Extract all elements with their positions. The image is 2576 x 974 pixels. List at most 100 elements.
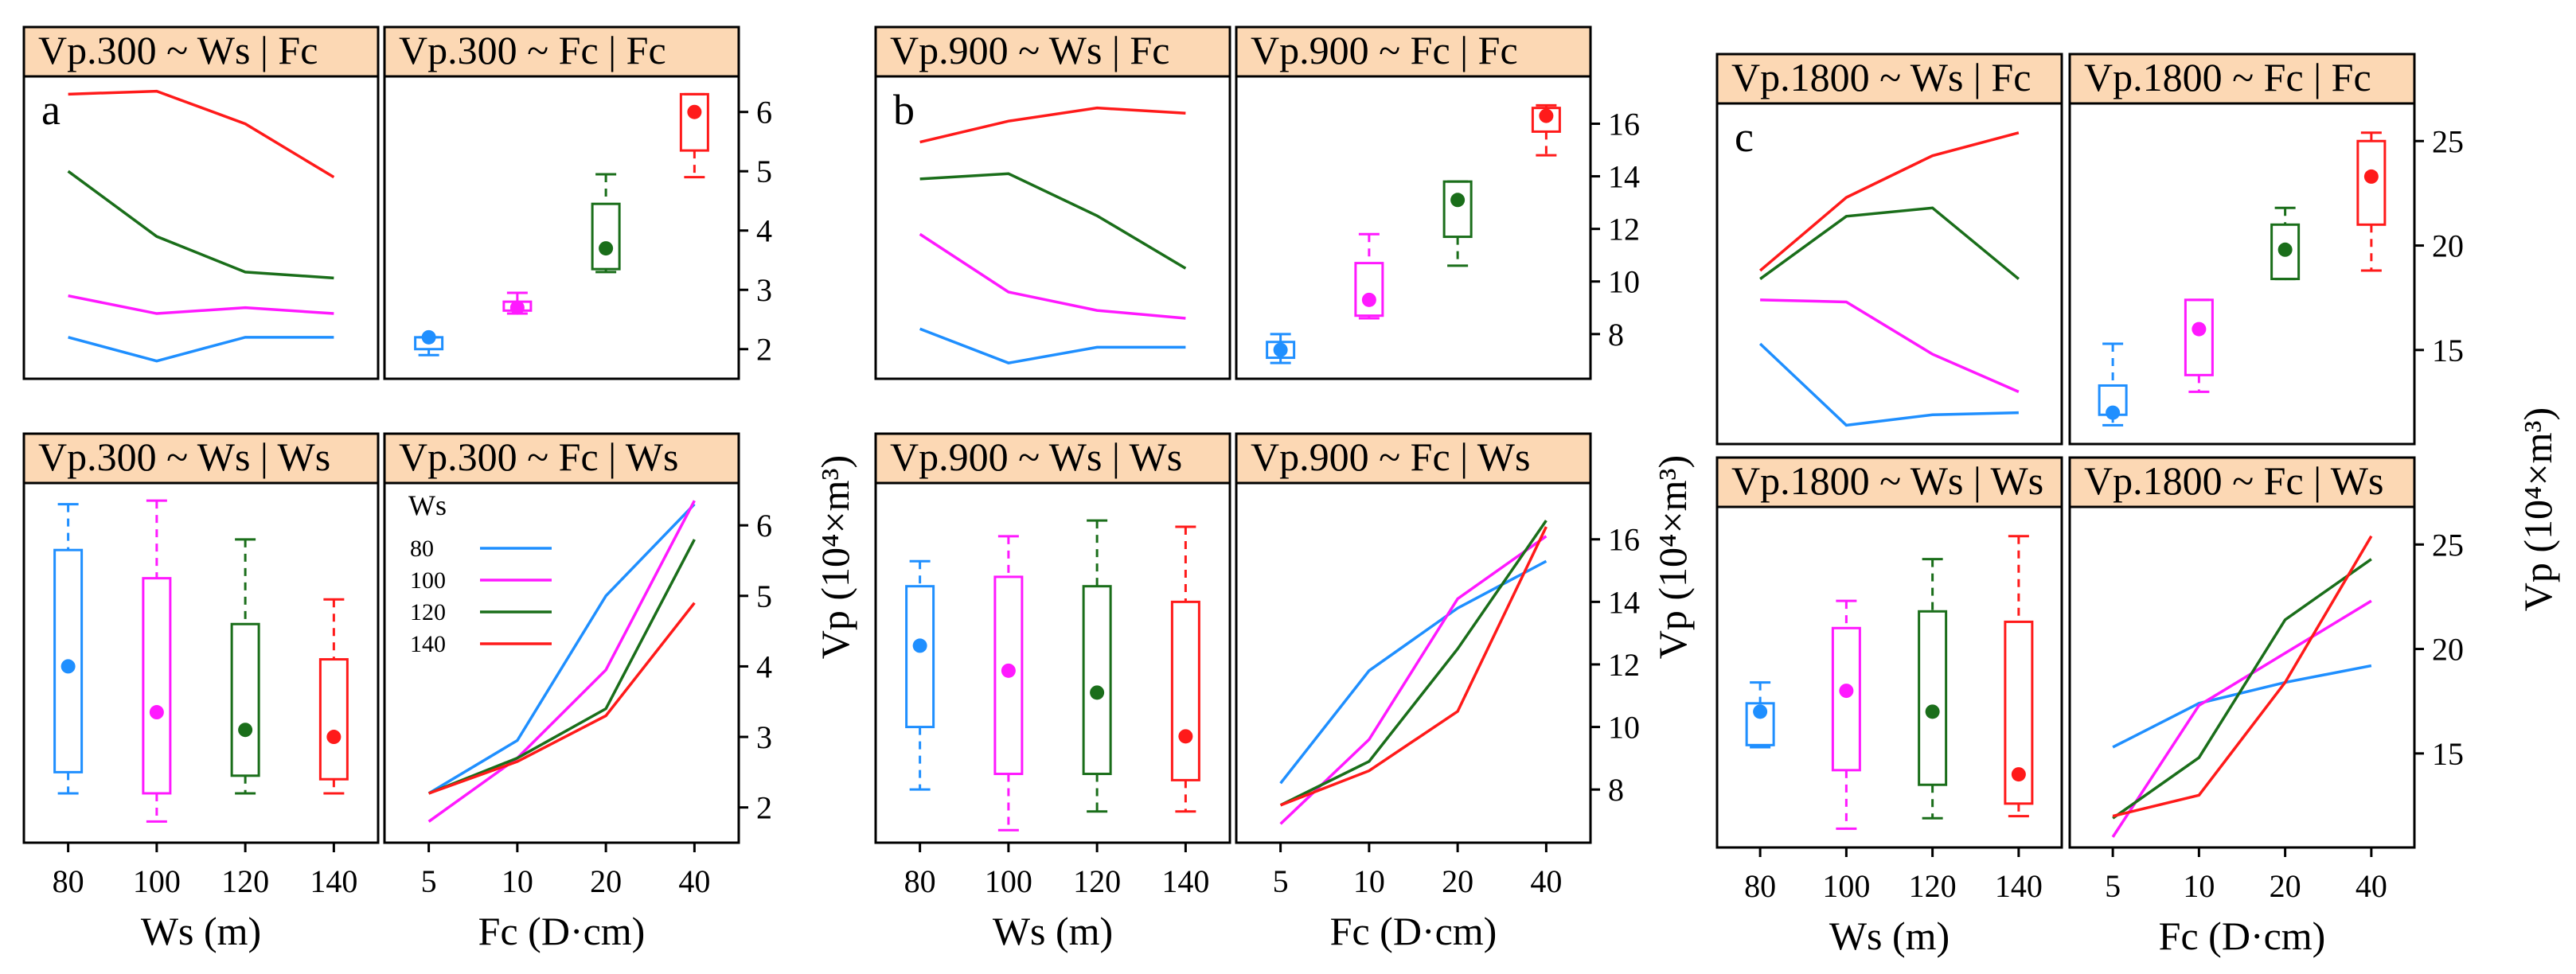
panel-7: Vp.900 ~ Ws | Ws 80 100 120 140 Ws (m) Vp (10⁴… — [813, 432, 1231, 953]
legend-label: 80 — [410, 536, 434, 562]
mean-dot — [2011, 767, 2026, 782]
iqr-box — [318, 658, 349, 781]
series-line-20 — [1759, 206, 2020, 280]
x-tick-label: 100 — [1822, 868, 1870, 904]
panel-4: Vp.300 ~ Fc | Ws Ws 80 100 120 140 2 3 4 5 6 5 10 20 4… — [383, 432, 772, 953]
series-line-40 — [68, 89, 335, 179]
box-120 — [1082, 519, 1112, 813]
series-line-140 — [1279, 526, 1548, 807]
panel-letter: b — [893, 86, 915, 134]
x-tick-label: 100 — [985, 863, 1032, 899]
y-tick-label: 8 — [1608, 772, 1624, 808]
box-20 — [2270, 206, 2301, 281]
mean-dot — [326, 730, 342, 745]
mean-dot — [1539, 108, 1554, 123]
iqr-box — [1745, 702, 1775, 746]
y-tick-label: 12 — [1608, 647, 1640, 683]
series-line-100 — [1279, 535, 1548, 825]
plot-frame — [1235, 75, 1592, 380]
series-line-20 — [919, 172, 1187, 270]
box-10 — [2184, 298, 2214, 393]
x-tick-label: 5 — [2105, 868, 2121, 904]
x-tick-label: 140 — [1995, 868, 2043, 904]
x-tick-label: 5 — [421, 863, 437, 899]
panel-title: Vp.300 ~ Fc | Ws — [399, 434, 678, 479]
iqr-box — [1170, 600, 1200, 781]
plot-frame — [383, 75, 740, 380]
panel-title: Vp.1800 ~ Ws | Fc — [1731, 55, 2031, 99]
iqr-box — [1531, 107, 1561, 133]
panel-header — [874, 25, 1231, 78]
mean-dot — [2192, 321, 2207, 337]
x-tick-label: 20 — [2270, 868, 2301, 904]
box-80 — [1745, 681, 1775, 749]
panel-6: Vp.900 ~ Fc | Fc 8 10 12 14 16 — [1235, 25, 1640, 380]
plot-frame — [2068, 102, 2416, 446]
box-120 — [1918, 558, 1948, 820]
x-tick-label: 80 — [904, 863, 936, 899]
mean-dot — [509, 300, 525, 315]
panel-10: Vp.1800 ~ Fc | Fc 15 20 25 — [2068, 53, 2464, 446]
iqr-box — [2004, 620, 2034, 805]
panel-header — [1715, 53, 2063, 105]
iqr-box — [591, 202, 621, 271]
x-axis-label: Ws (m) — [993, 909, 1113, 953]
iqr-box — [2270, 223, 2301, 281]
y-tick-label: 4 — [756, 213, 772, 249]
plot-frame — [1235, 481, 1592, 844]
mean-dot — [599, 241, 614, 256]
x-tick-label: 20 — [1442, 863, 1473, 899]
plot-frame — [1715, 505, 2063, 849]
y-tick-label: 15 — [2432, 333, 2464, 368]
series-line-100 — [2111, 599, 2372, 838]
iqr-box — [905, 585, 935, 729]
plot-frame — [383, 481, 740, 844]
x-axis-label: Fc (D·cm) — [2159, 914, 2326, 958]
box-80 — [905, 559, 935, 791]
x-axis-label: Fc (D·cm) — [1330, 909, 1497, 953]
mean-dot — [1361, 292, 1376, 307]
x-tick-label: 40 — [678, 863, 710, 899]
series-line-10 — [919, 232, 1186, 320]
y-tick-label: 14 — [1608, 159, 1640, 195]
iqr-box — [2184, 298, 2214, 376]
legend-label: 100 — [410, 567, 446, 594]
panel-header — [1715, 456, 2063, 508]
panel-3: Vp.300 ~ Ws | Ws 80 100 120 140 Ws (m) — [22, 432, 380, 953]
panel-header — [2068, 53, 2416, 105]
y-axis-label-right: Vp (10⁴×m³) — [2516, 407, 2560, 611]
box-40 — [1531, 103, 1561, 157]
mean-dot — [238, 723, 253, 738]
y-tick-label: 6 — [756, 508, 772, 543]
iqr-box — [1442, 180, 1473, 239]
x-tick-label: 10 — [2183, 868, 2215, 904]
panel-header — [22, 25, 380, 78]
x-tick-label: 120 — [1073, 863, 1121, 899]
iqr-box — [1266, 341, 1296, 360]
x-tick-label: 120 — [1909, 868, 1957, 904]
iqr-box — [1918, 610, 1948, 786]
series-line-10 — [68, 294, 334, 315]
x-tick-label: 80 — [1744, 868, 1776, 904]
y-tick-label: 3 — [756, 719, 772, 755]
box-20 — [1442, 180, 1473, 267]
iqr-box — [53, 548, 84, 773]
panel-header — [2068, 456, 2416, 508]
panel-title: Vp.300 ~ Fc | Fc — [399, 28, 666, 72]
series-line-20 — [67, 169, 334, 280]
series-line-40 — [919, 106, 1186, 144]
panel-header — [383, 432, 740, 485]
x-tick-label: 80 — [53, 863, 84, 899]
box-5 — [414, 329, 444, 356]
panel-5: Vp.900 ~ Ws | Fc b — [874, 25, 1231, 380]
plot-frame — [1715, 102, 2063, 446]
x-axis-label: Ws (m) — [1829, 914, 1950, 958]
series-line-40 — [1758, 131, 2020, 272]
panel-8: Vp.900 ~ Fc | Ws 8 10 12 14 16 5 10 20 40 Fc (D·cm… — [1235, 432, 1640, 953]
mean-dot — [1753, 704, 1768, 719]
mean-dot — [1839, 684, 1854, 699]
iqr-box — [230, 622, 260, 777]
series-line-10 — [1760, 298, 2020, 393]
y-tick-label: 2 — [756, 332, 772, 368]
